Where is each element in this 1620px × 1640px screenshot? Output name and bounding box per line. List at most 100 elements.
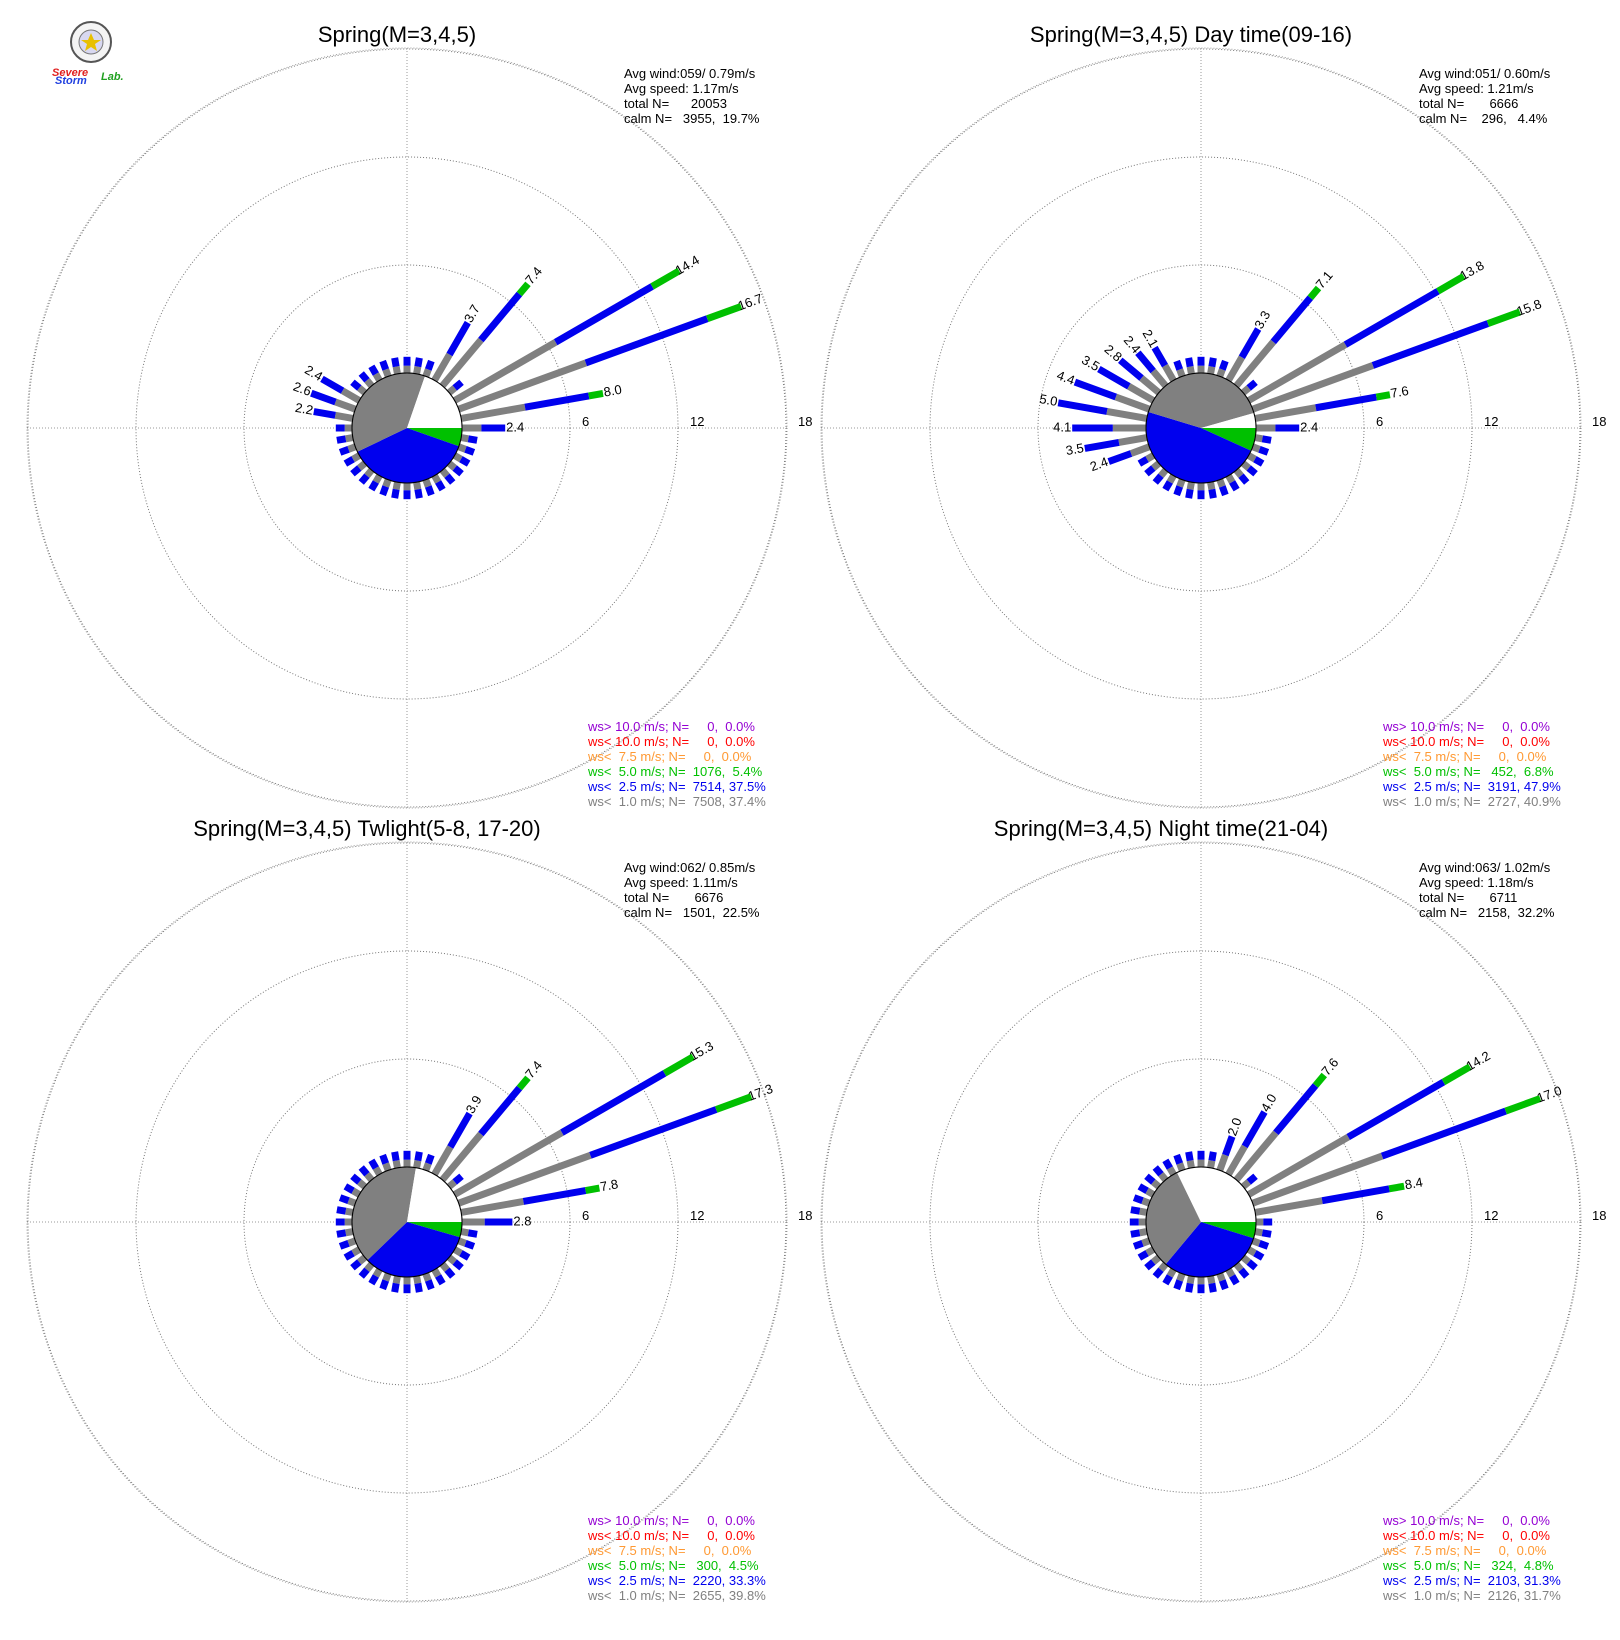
bar-green-segment [516, 1075, 531, 1091]
bar-blue-segment [484, 1218, 513, 1226]
bar-blue-segment [338, 1194, 350, 1204]
bar-value-label: 8.4 [1404, 1174, 1424, 1192]
bar-blue-segment [313, 408, 336, 419]
bar-gray-segment [1233, 339, 1276, 389]
bar-blue-segment [522, 1187, 587, 1205]
bar-blue-segment [379, 485, 389, 497]
bar-blue-segment [1084, 439, 1120, 452]
bar-gray-segment [1186, 1160, 1195, 1169]
bar-blue-segment [478, 291, 523, 343]
bar-blue-segment [425, 1153, 435, 1165]
bar-blue-segment [1185, 488, 1194, 499]
bar-blue-segment [1173, 1153, 1183, 1165]
calm-pie-slice [407, 376, 462, 428]
bar-gray-segment [345, 1228, 354, 1237]
bar-gray-segment [1251, 1152, 1384, 1207]
bar-blue-segment [425, 359, 435, 371]
bar-blue-segment [1132, 1194, 1144, 1204]
bar-blue-segment [358, 1267, 370, 1279]
bar-blue-segment [1144, 1259, 1156, 1271]
bar-blue-segment [1144, 1173, 1156, 1185]
bar-gray-segment [344, 424, 352, 432]
bar-gray-segment [382, 1272, 392, 1282]
bar-blue-segment [310, 389, 337, 406]
bar-value-label: 4.0 [1258, 1091, 1280, 1114]
bar-gray-segment [1197, 1159, 1205, 1167]
bar-blue-segment [403, 1150, 411, 1160]
bar-green-segment [1312, 1072, 1327, 1088]
bar-blue-segment [1275, 424, 1300, 432]
legend-entry: ws< 7.5 m/s; N= 0, 0.0% [587, 749, 752, 764]
bar-gray-segment [1176, 478, 1186, 488]
bar-value-label: 14.2 [1463, 1048, 1492, 1074]
windrose-panel-2: 6 12 183.37.1 13.815.87.62.42.43.54.15.04.4… [820, 22, 1606, 809]
bar-blue-segment [524, 392, 590, 411]
bar-value-label: 3.3 [1251, 308, 1273, 331]
bar-blue-segment [343, 456, 355, 467]
bar-blue-segment [1173, 485, 1183, 497]
bar-gray-segment [1216, 478, 1226, 488]
bar-gray-segment [1118, 434, 1148, 446]
bar-gray-segment [1216, 368, 1226, 378]
bar-blue-segment [391, 1282, 400, 1293]
ring-label: 18 [798, 414, 812, 429]
bar-gray-segment [1254, 1228, 1263, 1237]
bar-gray-segment [422, 1272, 432, 1282]
bar-gray-segment [392, 481, 401, 490]
ring-label: 18 [1592, 414, 1606, 429]
bar-gray-segment [457, 443, 467, 453]
bar-gray-segment [1233, 1130, 1279, 1183]
bar-blue-segment [379, 1279, 389, 1291]
ring-label: 6 [582, 414, 589, 429]
bar-gray-segment [1186, 1275, 1195, 1284]
bar-green-segment [516, 281, 531, 297]
bar-blue-segment [1261, 1229, 1272, 1238]
bar-green-segment [1307, 285, 1322, 300]
bar-blue-segment [1273, 1083, 1319, 1135]
ring-label: 12 [690, 1208, 704, 1223]
bar-gray-segment [347, 1237, 357, 1247]
bar-gray-segment [334, 398, 357, 413]
bar-blue-segment [1132, 1240, 1144, 1250]
bar-gray-segment [1138, 1218, 1146, 1226]
bar-gray-segment [345, 434, 354, 443]
ring-label: 6 [1376, 1208, 1383, 1223]
bar-blue-segment [560, 1070, 667, 1136]
bar-blue-segment [368, 480, 379, 492]
bar-blue-segment [584, 315, 709, 367]
calm-pie-slice [357, 428, 459, 484]
bar-blue-segment [1185, 1151, 1194, 1162]
calm-circle-outline [351, 1166, 463, 1278]
legend-entry: ws< 7.5 m/s; N= 0, 0.0% [587, 1543, 752, 1558]
bar-value-label: 2.0 [1224, 1116, 1244, 1138]
bar-blue-segment [452, 1259, 464, 1271]
ring-label: 6 [1376, 414, 1383, 429]
bar-gray-segment [1127, 383, 1156, 404]
legend-entry: ws< 2.5 m/s; N= 2103, 31.3% [1382, 1573, 1561, 1588]
stat-line: total N= 6676 [624, 890, 723, 905]
bar-blue-segment [1208, 1151, 1217, 1162]
bar-gray-segment [431, 352, 453, 383]
bar-green-segment [706, 303, 743, 322]
bar-gray-segment [1254, 1197, 1323, 1216]
legend-entry: ws< 1.0 m/s; N= 2727, 40.9% [1382, 794, 1561, 809]
bar-gray-segment [392, 1160, 401, 1169]
legend-entry: ws< 2.5 m/s; N= 3191, 47.9% [1382, 779, 1561, 794]
bar-gray-segment [422, 1162, 432, 1172]
calm-pie-slice [407, 1222, 462, 1238]
calm-pie-slice [1177, 1166, 1256, 1222]
bar-blue-segment [1238, 1267, 1250, 1279]
bar-value-label: 4.1 [1053, 419, 1071, 434]
bar-gray-segment [452, 1129, 564, 1198]
legend-entry: ws< 2.5 m/s; N= 7514, 37.5% [587, 779, 766, 794]
bar-blue-segment [1197, 1284, 1205, 1294]
bar-gray-segment [457, 1152, 592, 1207]
bar-blue-segment [1238, 327, 1262, 359]
bar-blue-segment [1129, 1218, 1139, 1226]
calm-pie-slice [1145, 1172, 1201, 1265]
bar-gray-segment [1225, 355, 1245, 383]
bar-blue-segment [1219, 1279, 1229, 1291]
bar-blue-segment [1315, 393, 1377, 412]
bar-value-label: 8.0 [602, 382, 622, 400]
panel-title: Spring(M=3,4,5) [318, 22, 476, 47]
